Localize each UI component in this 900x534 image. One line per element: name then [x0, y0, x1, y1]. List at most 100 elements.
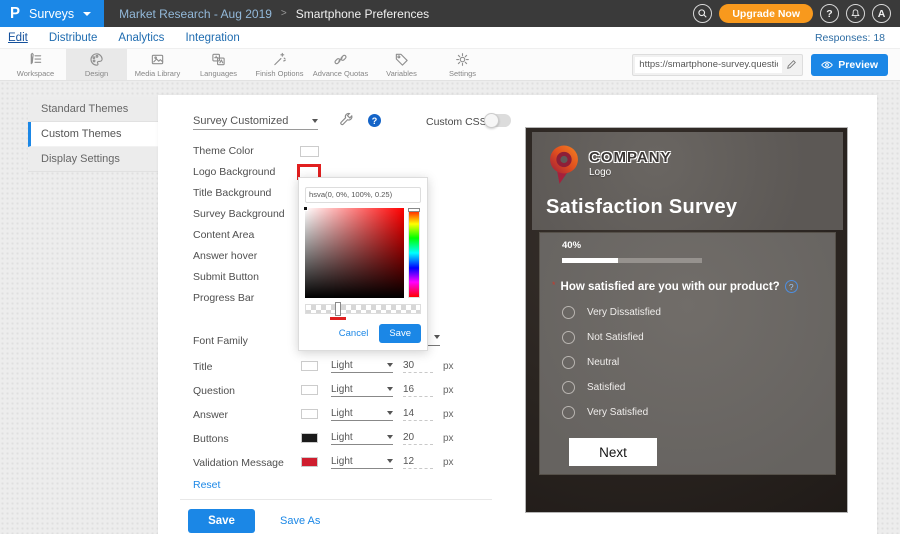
custom-css-label: Custom CSS	[426, 116, 487, 128]
edit-theme-button[interactable]	[339, 112, 354, 132]
breadcrumb-survey-link[interactable]: Market Research - Aug 2019	[119, 6, 272, 21]
account-avatar[interactable]: A	[872, 4, 891, 23]
buttons-weight-select[interactable]: Light	[331, 430, 393, 445]
option-not-satisfied[interactable]: Not Satisfied	[562, 331, 644, 344]
hue-marker[interactable]	[408, 207, 420, 212]
save-as-link[interactable]: Save As	[280, 515, 321, 527]
answer-size-input[interactable]	[403, 406, 433, 421]
title-size-input[interactable]	[403, 358, 433, 373]
eye-icon	[821, 61, 834, 68]
sidebar-item-custom-themes[interactable]: Custom Themes	[28, 122, 158, 147]
custom-css-toggle[interactable]	[484, 113, 511, 128]
font-row-validation-message: Validation Message Light px	[158, 454, 508, 471]
chevron-down-icon	[387, 363, 393, 367]
radio-icon[interactable]	[562, 406, 575, 419]
toolbar-item-media-library[interactable]: Media Library	[127, 49, 188, 80]
alpha-handle[interactable]	[334, 301, 341, 316]
responses-count[interactable]: Responses: 18	[814, 31, 885, 44]
tab-integration[interactable]: Integration	[185, 31, 240, 44]
buttons-size-input[interactable]	[403, 430, 433, 445]
picker-body	[303, 205, 421, 298]
gear-icon	[456, 52, 469, 66]
font-row-buttons: Buttons Light px	[158, 430, 508, 447]
option-very-satisfied[interactable]: Very Satisfied	[562, 406, 648, 419]
progress-bar-track	[562, 258, 702, 263]
next-button[interactable]: Next	[569, 438, 657, 466]
question-row: * How satisfied are you with our product…	[552, 280, 798, 293]
theme-row-theme-color: Theme Color	[158, 141, 508, 162]
page-background: Standard Themes Custom Themes Display Se…	[0, 81, 900, 534]
palette-icon	[90, 52, 103, 66]
toolbar-item-variables[interactable]: Variables	[371, 49, 432, 80]
chevron-down-icon	[312, 119, 318, 123]
tag-icon	[395, 53, 408, 66]
reset-link[interactable]: Reset	[193, 479, 221, 491]
toolbar-item-settings[interactable]: Settings	[432, 49, 493, 80]
picker-save-button[interactable]: Save	[379, 323, 421, 343]
radio-icon[interactable]	[562, 356, 575, 369]
tab-edit[interactable]: Edit	[8, 31, 28, 44]
theme-select[interactable]: Survey Customized	[193, 113, 318, 130]
validation-weight-select[interactable]: Light	[331, 454, 393, 469]
survey-title: Satisfaction Survey	[546, 196, 738, 218]
tab-distribute[interactable]: Distribute	[48, 31, 98, 44]
chevron-down-icon	[83, 11, 92, 16]
question-font-color-swatch[interactable]	[301, 385, 318, 395]
saturation-marker[interactable]	[303, 205, 308, 211]
brand-menu[interactable]: P Surveys	[0, 0, 105, 27]
color-value-input[interactable]	[305, 186, 421, 203]
questionpro-logo: P	[10, 4, 21, 23]
toolbar-item-languages[interactable]: Languages	[188, 49, 249, 80]
wrench-icon	[340, 112, 353, 126]
upgrade-now-button[interactable]: Upgrade Now	[719, 4, 813, 23]
preview-header: COMPANY Logo Satisfaction Survey	[532, 132, 843, 230]
sidebar-item-display-settings[interactable]: Display Settings	[28, 147, 158, 172]
toolbar-item-design[interactable]: Design	[66, 49, 127, 80]
breadcrumb: Market Research - Aug 2019 > Smartphone …	[119, 7, 429, 21]
divider	[180, 499, 492, 500]
survey-url-input[interactable]	[635, 56, 783, 73]
search-button[interactable]	[693, 4, 713, 23]
question-weight-select[interactable]: Light	[331, 382, 393, 397]
title-font-color-swatch[interactable]	[301, 361, 318, 371]
toolbar-item-advance-quotas[interactable]: Advance Quotas	[310, 49, 371, 80]
save-theme-button[interactable]: Save	[188, 509, 255, 533]
picker-cancel-link[interactable]: Cancel	[338, 327, 369, 339]
tab-analytics[interactable]: Analytics	[118, 31, 165, 44]
sidebar-item-standard-themes[interactable]: Standard Themes	[28, 97, 158, 122]
radio-icon[interactable]	[562, 331, 575, 344]
breadcrumb-page-title: Smartphone Preferences	[295, 6, 430, 21]
theme-color-swatch[interactable]	[300, 146, 319, 157]
answer-font-color-swatch[interactable]	[301, 409, 318, 419]
notifications-button[interactable]	[846, 4, 865, 23]
toolbar-item-workspace[interactable]: Workspace	[5, 49, 66, 80]
alpha-slider[interactable]	[305, 301, 421, 320]
saturation-area[interactable]	[303, 205, 404, 298]
theme-help-icon[interactable]: ?	[368, 114, 381, 127]
radio-icon[interactable]	[562, 381, 575, 394]
chevron-down-icon	[434, 335, 440, 339]
title-weight-select[interactable]: Light	[331, 358, 393, 373]
question-help-icon[interactable]: ?	[784, 280, 798, 293]
validation-size-input[interactable]	[403, 454, 433, 469]
option-very-dissatisfied[interactable]: Very Dissatisfied	[562, 306, 661, 319]
validation-font-color-swatch[interactable]	[301, 457, 318, 467]
company-name: COMPANY	[589, 149, 672, 166]
answer-weight-select[interactable]: Light	[331, 406, 393, 421]
edit-toolbar: Workspace Design Media Library Languages…	[0, 48, 900, 81]
question-size-input[interactable]	[403, 382, 433, 397]
radio-icon[interactable]	[562, 306, 575, 319]
question-text: How satisfied are you with our product?	[560, 280, 780, 293]
hue-slider[interactable]	[408, 207, 420, 298]
buttons-font-color-swatch[interactable]	[301, 433, 318, 443]
toolbar-item-finish-options[interactable]: Finish Options	[249, 49, 310, 80]
toolbar-right: Preview	[632, 49, 900, 80]
option-satisfied[interactable]: Satisfied	[562, 381, 625, 394]
magic-wand-icon	[274, 52, 286, 65]
edit-url-button[interactable]	[782, 59, 800, 70]
breadcrumb-separator: >	[280, 8, 287, 19]
preview-button[interactable]: Preview	[811, 53, 888, 76]
option-neutral[interactable]: Neutral	[562, 356, 619, 369]
custom-themes-panel: Survey Customized ? Custom CSS Theme Col…	[158, 95, 877, 534]
help-button[interactable]: ?	[820, 4, 839, 23]
